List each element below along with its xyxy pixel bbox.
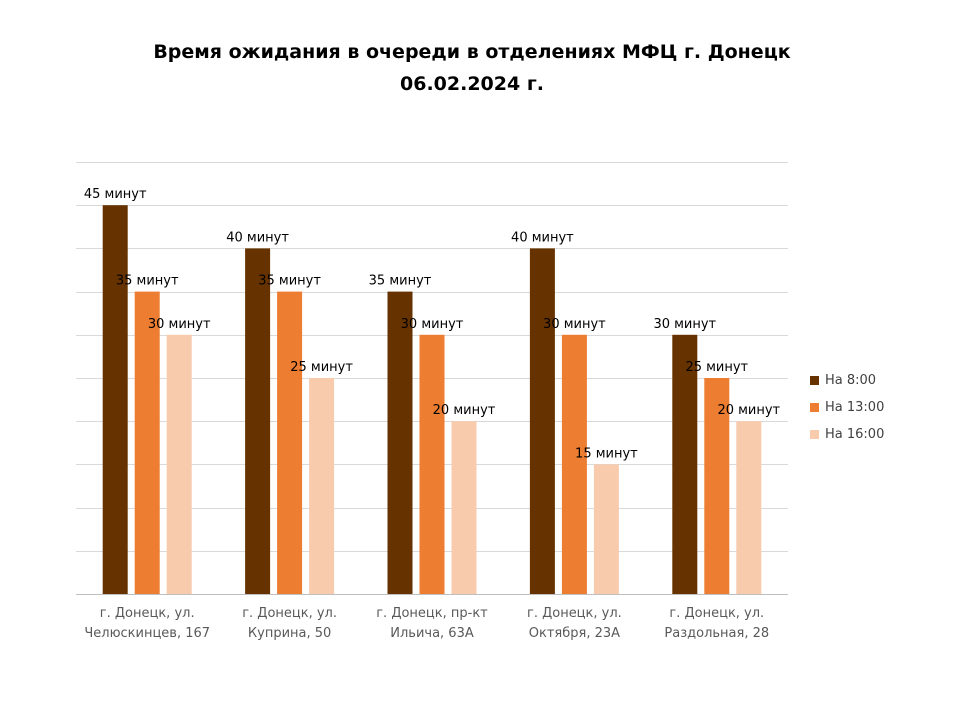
bar: [451, 421, 477, 594]
bar: [134, 291, 160, 594]
x-tick-label: г. Донецк, ул.: [242, 606, 337, 621]
data-label: 20 минут: [717, 403, 780, 418]
x-tick-label: Куприна, 50: [248, 626, 331, 641]
bar: [672, 334, 698, 594]
x-tick-label: Октября, 23А: [529, 626, 620, 641]
legend-swatch-0: [810, 376, 819, 385]
bar: [166, 334, 192, 594]
data-label: 25 минут: [290, 360, 353, 375]
data-label: 30 минут: [653, 317, 716, 332]
data-label: 35 минут: [258, 274, 321, 289]
legend-label-2: На 16:00: [825, 427, 885, 442]
x-tick-label: г. Донецк, ул.: [527, 606, 622, 621]
x-tick-label: Ильича, 63А: [390, 626, 474, 641]
x-tick-label: Челюскинцев, 167: [84, 626, 210, 641]
chart-title-line2: 06.02.2024 г.: [400, 73, 544, 95]
chart-title: Время ожидания в очереди в отделениях МФ…: [0, 36, 944, 100]
bar: [593, 464, 619, 594]
legend-swatch-1: [810, 403, 819, 412]
bar: [245, 248, 271, 594]
x-tick-label: г. Донецк, ул.: [100, 606, 195, 621]
bar: [309, 378, 335, 594]
x-tick-label: Раздольная, 28: [664, 626, 769, 641]
data-label: 30 минут: [401, 317, 464, 332]
bar: [736, 421, 762, 594]
x-tick-label: г. Донецк, ул.: [669, 606, 764, 621]
data-label: 40 минут: [226, 230, 289, 245]
legend-label-0: На 8:00: [825, 373, 877, 388]
bar: [704, 378, 730, 594]
legend-item-2: На 16:00: [810, 421, 884, 448]
bar: [561, 334, 587, 594]
data-label: 35 минут: [116, 274, 179, 289]
bar: [529, 248, 555, 594]
data-label: 40 минут: [511, 230, 574, 245]
bar: [277, 291, 303, 594]
legend-swatch-2: [810, 430, 819, 439]
data-label: 45 минут: [84, 187, 147, 202]
legend-item-1: На 13:00: [810, 394, 884, 421]
legend-item-0: На 8:00: [810, 367, 884, 394]
data-label: 30 минут: [148, 317, 211, 332]
legend: На 8:00 На 13:00 На 16:00: [810, 367, 884, 448]
data-label: 15 минут: [575, 446, 638, 461]
data-label: 30 минут: [543, 317, 606, 332]
bar: [387, 291, 413, 594]
bar: [419, 334, 445, 594]
legend-label-1: На 13:00: [825, 400, 885, 415]
data-label: 35 минут: [369, 274, 432, 289]
data-label: 25 минут: [685, 360, 748, 375]
data-label: 20 минут: [433, 403, 496, 418]
bar: [102, 205, 128, 594]
x-tick-label: г. Донецк, пр-кт: [376, 606, 488, 621]
chart-title-line1: Время ожидания в очереди в отделениях МФ…: [153, 41, 791, 63]
